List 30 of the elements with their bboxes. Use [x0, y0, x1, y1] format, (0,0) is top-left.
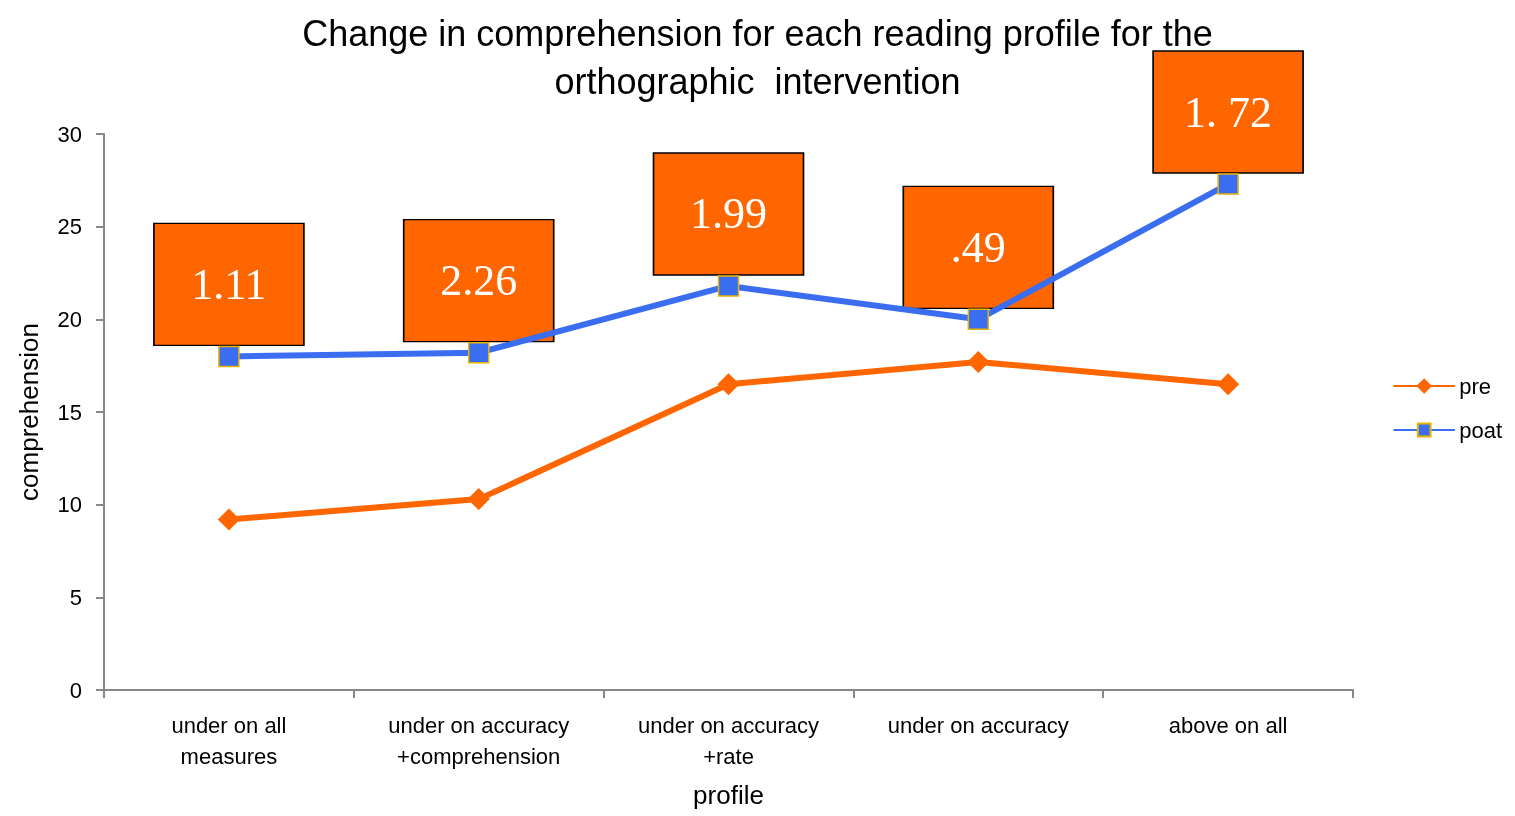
x-axis-title: profile: [693, 780, 764, 810]
point: [717, 373, 740, 395]
x-tick-label: above on all: [1168, 713, 1288, 738]
y-tick-label: 10: [57, 492, 82, 518]
y-tick-label: 30: [57, 121, 82, 147]
y-tick-label: 25: [57, 214, 82, 240]
point: [1217, 173, 1239, 195]
point: [467, 341, 490, 364]
annotation: 2.26: [440, 256, 518, 306]
x-tick-label: under on all measures: [171, 713, 287, 769]
point: [1217, 373, 1239, 395]
point: [967, 351, 990, 373]
point: [467, 488, 490, 510]
y-tick-label: 20: [57, 306, 82, 332]
point: [967, 308, 990, 331]
legend-label: pre: [1459, 373, 1491, 399]
point: [717, 275, 740, 297]
x-tick-label: under on accuracy +rate: [638, 713, 819, 769]
y-tick-label: 0: [69, 677, 82, 703]
annotation: 1.99: [690, 189, 767, 239]
y-tick-label: 5: [69, 584, 82, 610]
x-tick-label: under on accuracy: [887, 713, 1069, 738]
point: [218, 345, 240, 368]
point: [218, 508, 240, 531]
annotation: 1.11: [191, 259, 267, 309]
annotation: .49: [950, 222, 1006, 272]
legend-label: poat: [1459, 417, 1503, 443]
y-axis-title: comprehension: [14, 323, 44, 501]
x-tick-label: under on accuracy +comprehension: [388, 713, 570, 769]
y-tick-label: 15: [57, 399, 82, 425]
